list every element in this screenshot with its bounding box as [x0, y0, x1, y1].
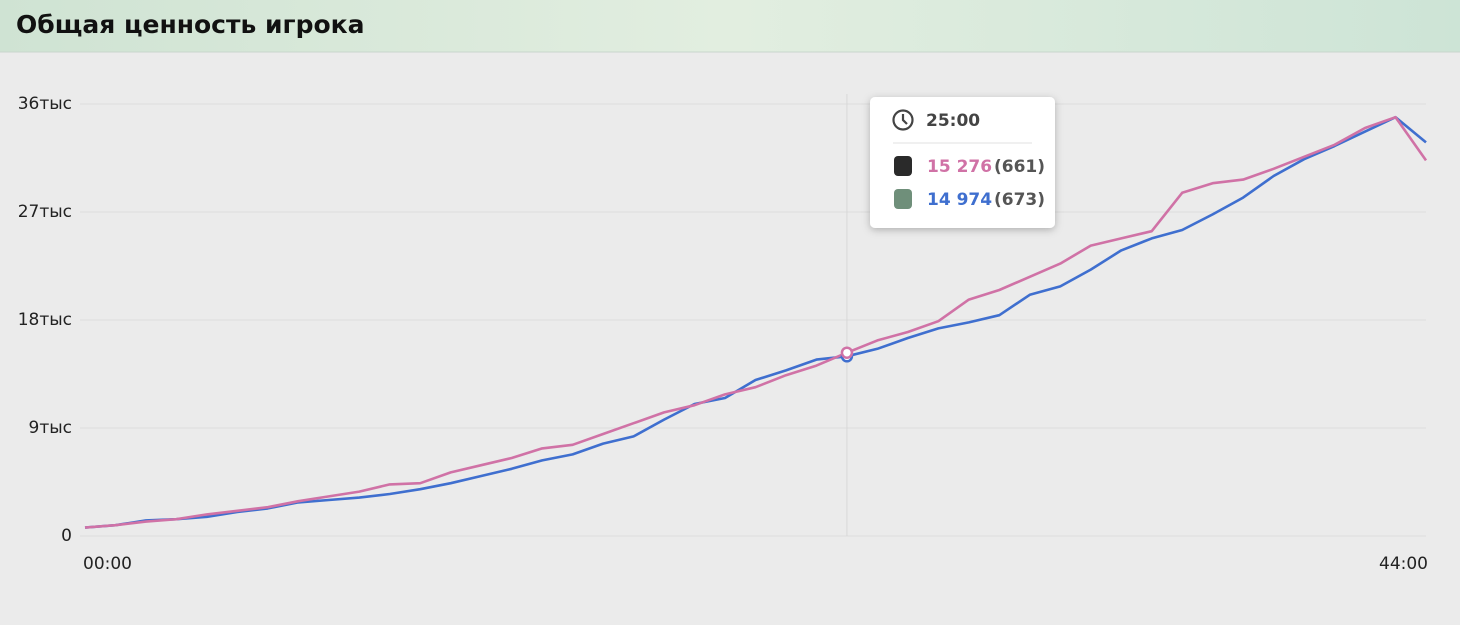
x-tick-label: 00:00	[83, 554, 132, 574]
tooltip-value: 14 974	[927, 190, 992, 210]
y-tick-label: 27тыс	[18, 202, 72, 222]
y-tick-label: 18тыс	[18, 310, 72, 330]
tooltip-count: (661)	[994, 157, 1045, 177]
tooltip: 25:00 15 276 (661) 14 974 (673)	[870, 97, 1055, 228]
x-tick-label: 44:00	[1379, 554, 1428, 574]
y-tick-label: 36тыс	[18, 94, 72, 114]
tooltip-box	[870, 97, 1055, 228]
series-line	[84, 115, 1428, 529]
hero-icon	[894, 156, 912, 176]
clock-icon	[892, 109, 914, 131]
clock-hands	[901, 114, 908, 125]
plot: 0 9тыс 18тыс 27тыс 36тыс 00:00 44:00	[18, 94, 1428, 574]
hero-icon	[894, 189, 912, 209]
y-tick-label: 0	[61, 526, 72, 546]
series-line	[84, 115, 1427, 529]
tooltip-value: 15 276	[927, 157, 992, 177]
chart-title: Общая ценность игрока	[16, 10, 365, 39]
y-tick-label: 9тыс	[29, 418, 73, 438]
hover-point	[840, 346, 854, 359]
tooltip-time: 25:00	[926, 111, 980, 131]
header	[0, 0, 1460, 52]
tooltip-count: (673)	[994, 190, 1045, 210]
